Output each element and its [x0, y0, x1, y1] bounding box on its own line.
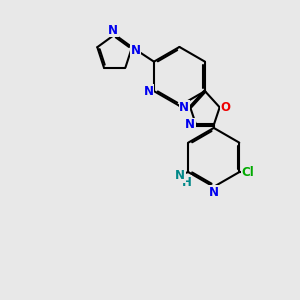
Text: O: O	[220, 101, 231, 114]
Text: N: N	[179, 101, 189, 114]
Text: N: N	[209, 186, 219, 199]
Text: N: N	[185, 118, 195, 131]
Text: N: N	[175, 169, 185, 182]
Text: Cl: Cl	[242, 166, 254, 178]
Text: H: H	[182, 176, 192, 189]
Text: N: N	[130, 44, 141, 57]
Text: N: N	[108, 24, 118, 37]
Text: N: N	[144, 85, 154, 98]
